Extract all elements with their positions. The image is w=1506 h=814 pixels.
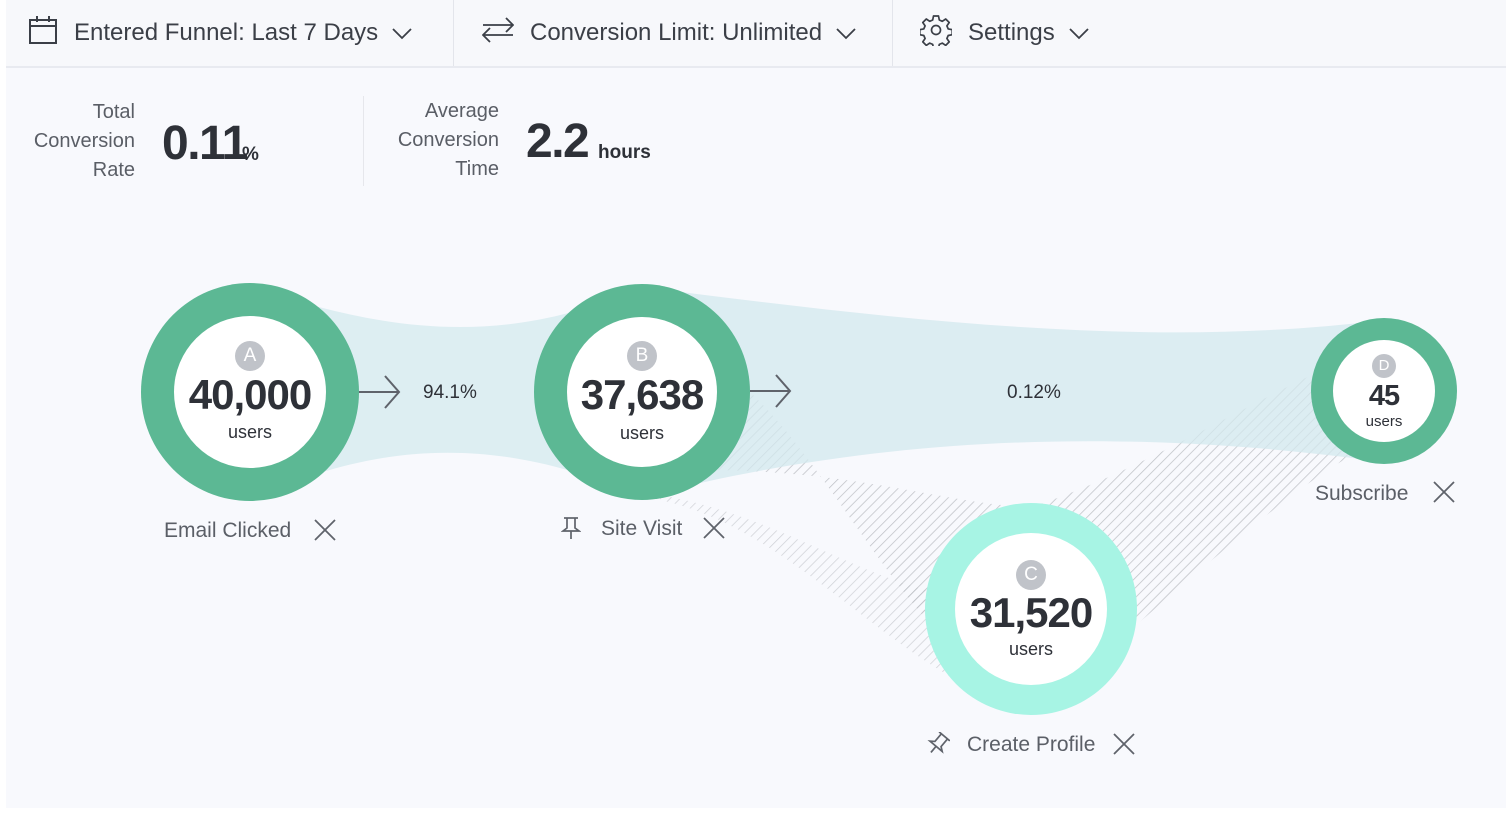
chevron-down-icon bbox=[836, 19, 856, 47]
flow-a-to-b bbox=[250, 286, 642, 500]
conversion-rate-a-to-b: 94.1% bbox=[423, 382, 477, 403]
arrow-right-icon bbox=[358, 375, 401, 409]
date-range-label: Entered Funnel: Last 7 Days bbox=[74, 19, 379, 46]
label-line: Time bbox=[455, 158, 499, 180]
step-unit: users bbox=[227, 422, 272, 442]
step-letter-badge: D bbox=[1372, 354, 1396, 378]
toolbar-divider bbox=[892, 0, 893, 66]
settings-dropdown[interactable]: Settings bbox=[918, 0, 1089, 66]
step-unit: users bbox=[1008, 639, 1053, 659]
step-letter-badge: C bbox=[1016, 560, 1046, 590]
chevron-down-icon bbox=[392, 19, 412, 47]
step-name-create-profile[interactable]: Create Profile bbox=[967, 733, 1096, 756]
step-core-c bbox=[955, 533, 1107, 685]
funnel-toolbar: Entered Funnel: Last 7 Days Conversion L… bbox=[6, 0, 1506, 68]
step-core-a bbox=[174, 316, 326, 468]
label-line: Average bbox=[424, 100, 499, 122]
conversion-time-unit: hours bbox=[598, 142, 651, 163]
date-range-dropdown[interactable]: Entered Funnel: Last 7 Days bbox=[28, 0, 412, 66]
step-letter-badge: A bbox=[235, 341, 265, 371]
step-count: 31,520 bbox=[969, 589, 1093, 636]
close-icon[interactable] bbox=[313, 518, 337, 547]
pin-icon[interactable] bbox=[926, 731, 951, 761]
label-line: Conversion bbox=[397, 129, 499, 151]
step-name-subscribe[interactable]: Subscribe bbox=[1315, 482, 1409, 505]
calendar-icon bbox=[28, 15, 58, 52]
step-unit: users bbox=[619, 423, 664, 443]
step-core-b bbox=[567, 317, 717, 467]
conversion-time-value: 2.2 bbox=[526, 115, 590, 168]
close-icon[interactable] bbox=[702, 516, 726, 545]
step-count: 45 bbox=[1368, 380, 1400, 412]
settings-label: Settings bbox=[968, 19, 1055, 46]
arrow-right-icon bbox=[750, 374, 792, 408]
flow-b-to-d bbox=[642, 287, 1384, 497]
close-icon[interactable] bbox=[1432, 480, 1456, 509]
chevron-down-icon bbox=[1069, 19, 1089, 47]
conversion-time-label: Average Conversion Time bbox=[369, 97, 499, 184]
label-line: Total bbox=[92, 101, 135, 123]
step-name-email-clicked[interactable]: Email Clicked bbox=[164, 519, 292, 542]
step-count: 40,000 bbox=[188, 371, 312, 418]
conversion-rate-b-to-d: 0.12% bbox=[1007, 382, 1061, 403]
close-icon[interactable] bbox=[1112, 732, 1136, 761]
conversion-limit-label: Conversion Limit: Unlimited bbox=[530, 19, 823, 46]
conversion-rate-unit: % bbox=[242, 144, 259, 165]
label-line: Rate bbox=[92, 159, 135, 181]
toolbar-divider bbox=[453, 0, 454, 66]
step-core-d bbox=[1333, 340, 1435, 442]
step-letter-badge: B bbox=[627, 341, 657, 371]
conversion-limit-dropdown[interactable]: Conversion Limit: Unlimited bbox=[481, 0, 856, 66]
step-count: 37,638 bbox=[580, 371, 704, 418]
conversion-rate-value: 0.11 bbox=[162, 117, 248, 170]
pin-icon[interactable] bbox=[560, 516, 582, 545]
step-unit: users bbox=[1365, 413, 1403, 430]
conversion-rate-label: Total Conversion Rate bbox=[5, 98, 135, 185]
stats-divider bbox=[363, 96, 364, 186]
swap-arrows-icon bbox=[481, 16, 515, 50]
gear-icon bbox=[918, 14, 954, 53]
label-line: Conversion bbox=[33, 130, 135, 152]
step-name-site-visit[interactable]: Site Visit bbox=[601, 517, 683, 540]
